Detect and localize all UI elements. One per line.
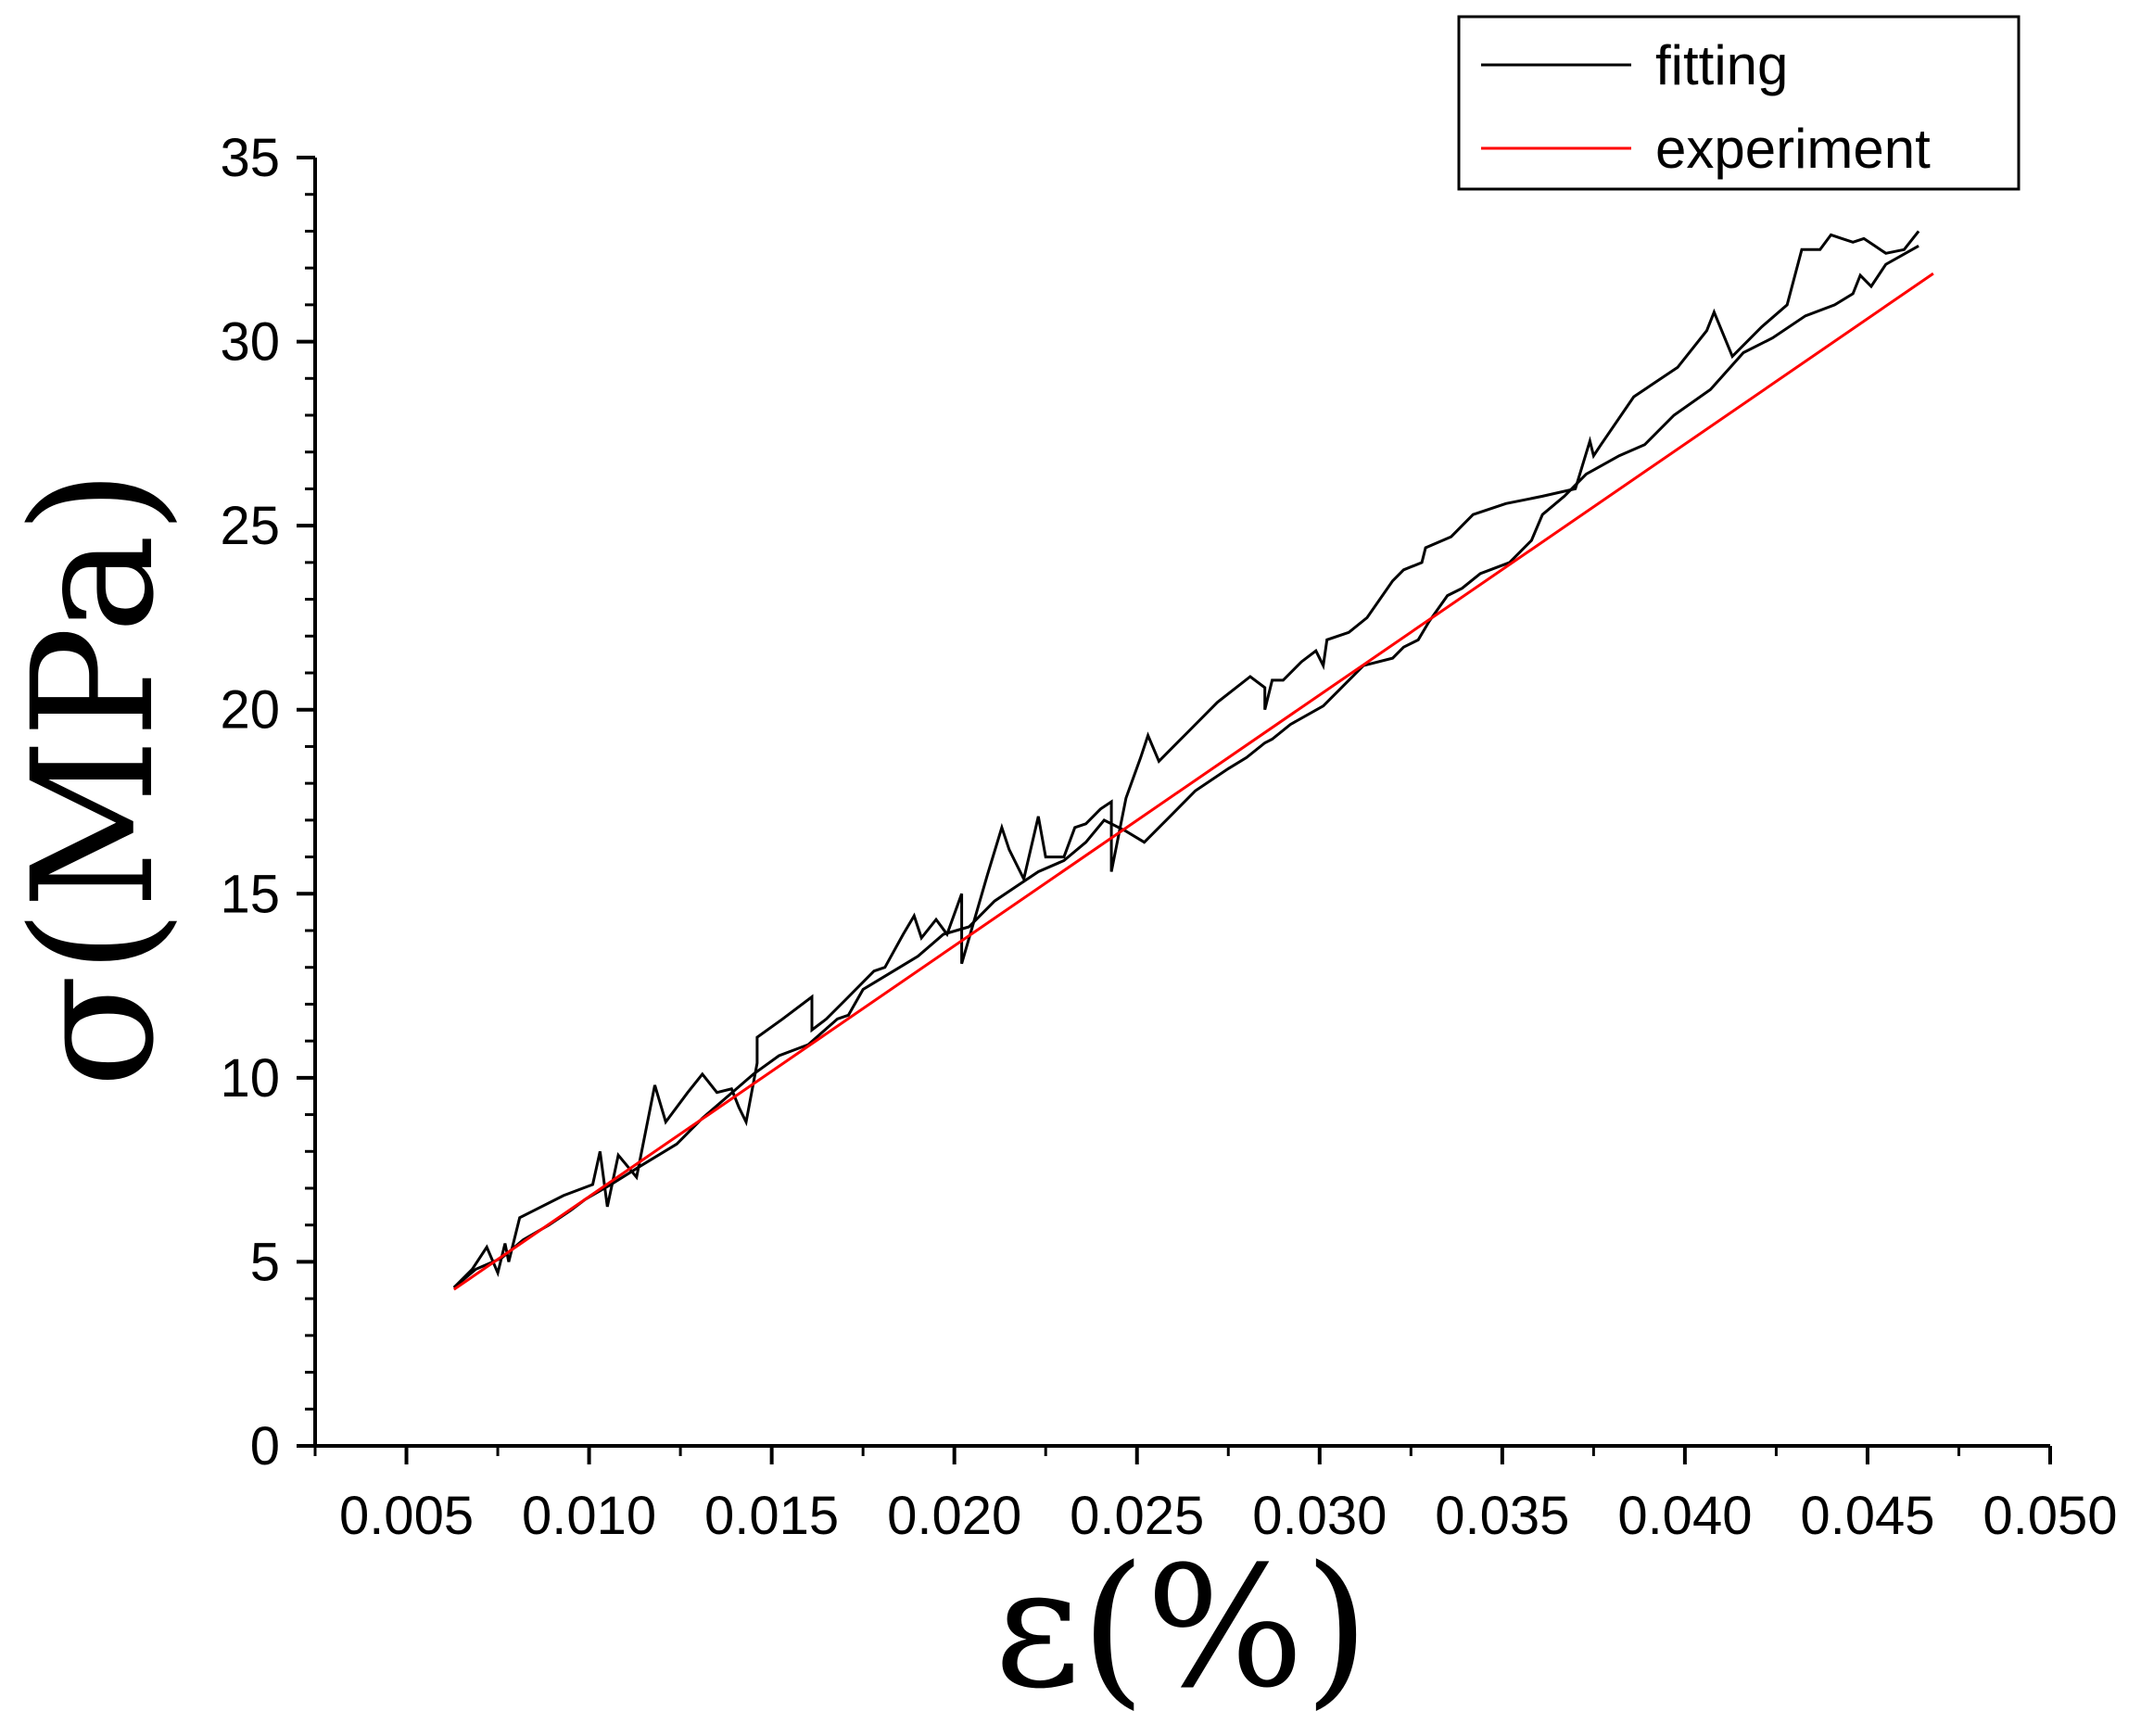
y-tick-label: 15 <box>220 864 280 924</box>
fitting-series-line-0 <box>452 230 1920 1289</box>
x-tick-label: 0.040 <box>1617 1486 1752 1546</box>
legend-label-experiment: experiment <box>1655 118 1931 180</box>
experiment-series-line-2 <box>452 272 1934 1291</box>
x-tick-label: 0.020 <box>887 1486 1021 1546</box>
fitting-series-line-1 <box>452 244 1919 1289</box>
x-tick-label: 0.045 <box>1800 1486 1934 1546</box>
axes-layer: 0.005 0.010 0.015 0.020 0.025 0.030 0.035 0.040… <box>220 128 2117 1546</box>
x-tick-label: 0.015 <box>704 1486 839 1546</box>
legend-box <box>1457 15 2021 191</box>
x-axis-title: ε(%) <box>994 1531 1370 1725</box>
y-tick-label: 0 <box>250 1416 280 1476</box>
legend-label-fitting: fitting <box>1655 34 1788 96</box>
y-tick-label: 5 <box>250 1232 280 1292</box>
x-tick-label: 0.050 <box>1983 1486 2117 1546</box>
x-tick-label: 0.030 <box>1252 1486 1387 1546</box>
y-tick-label: 30 <box>220 312 280 373</box>
y-tick-label: 20 <box>220 680 280 741</box>
series-layer <box>452 230 1934 1291</box>
legend: fitting experiment <box>1457 15 2021 191</box>
y-axis-title: σ(MPa) <box>0 469 191 1088</box>
x-tick-label: 0.025 <box>1070 1486 1204 1546</box>
x-tick-label: 0.005 <box>339 1486 474 1546</box>
x-tick-label: 0.010 <box>522 1486 656 1546</box>
y-tick-label: 35 <box>220 128 280 188</box>
y-tick-label: 25 <box>220 496 280 556</box>
x-tick-label: 0.035 <box>1435 1486 1569 1546</box>
y-tick-label: 10 <box>220 1048 280 1109</box>
